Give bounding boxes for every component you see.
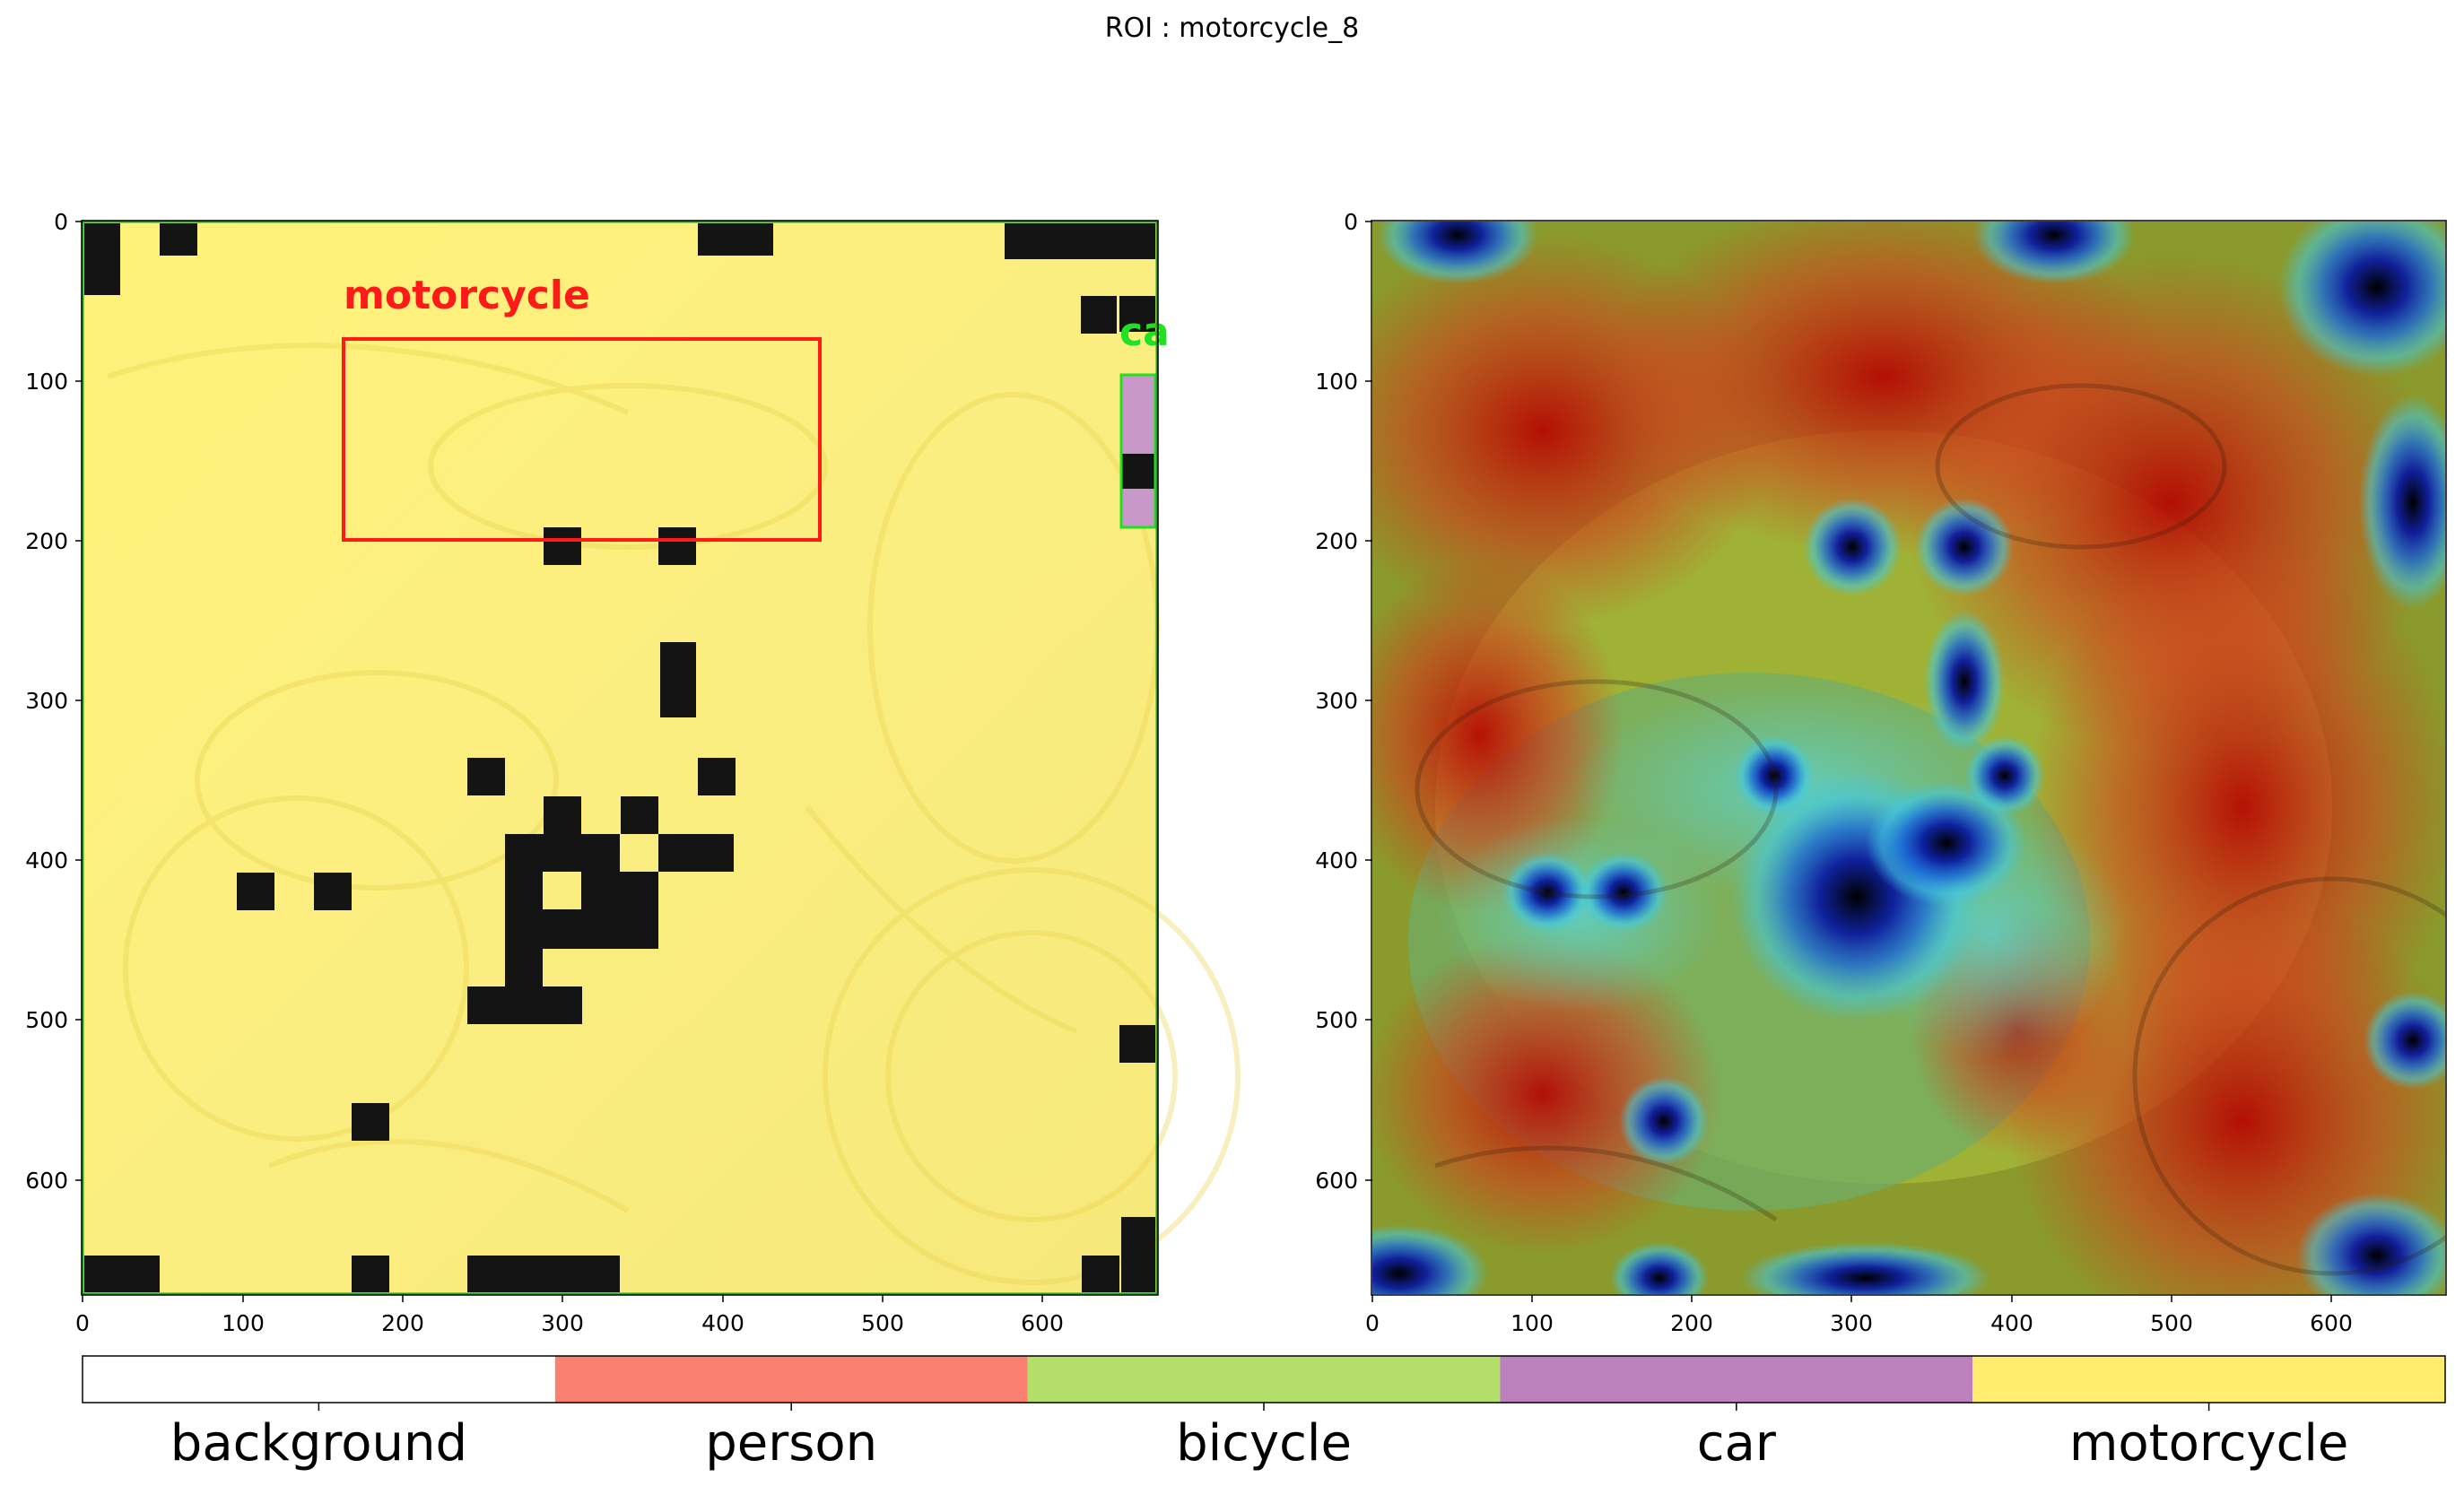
y-tick-label: 200 [1315,528,1358,554]
x-tick-label: 200 [1670,1310,1713,1336]
x-tick-label: 600 [2310,1310,2353,1336]
car-label: ca [1119,309,1170,355]
x-tick-label: 400 [701,1310,744,1336]
x-tick-label: 500 [861,1310,904,1336]
heatmap-panel [1371,220,2447,1296]
right-axes-spine [1371,220,2447,1296]
x-tick-label: 0 [1365,1310,1380,1336]
car-region [1121,489,1155,526]
left-axes-spine [81,220,1159,1296]
colorbar-label: bicycle [1176,1414,1352,1473]
colorbar-segment [1500,1356,1973,1403]
x-tick-label: 300 [541,1310,584,1336]
colorbar-segment [1027,1356,1501,1403]
y-tick-label: 600 [1315,1168,1358,1194]
x-tick-label: 400 [1990,1310,2033,1336]
y-tick-label: 300 [1315,688,1358,714]
left-image-frame [81,220,1159,1296]
y-tick-label: 0 [1344,209,1358,235]
attention-heatmap [1372,222,2445,1294]
colorbar-label: car [1697,1414,1777,1473]
colorbar-segment [1972,1356,2445,1403]
unsegmented-patches [84,223,1157,1292]
colorbar-label: background [170,1414,467,1473]
left-y-axis: 0 100 200 300 400 500 600 [25,209,83,1194]
segmentation-panel: motorcycle ca [81,220,1241,1296]
colorbar-label: person [705,1414,877,1473]
y-tick-label: 400 [25,847,68,873]
colorbar-segment [554,1356,1028,1403]
y-tick-label: 100 [25,369,68,395]
y-tick-label: 600 [25,1168,68,1194]
y-tick-label: 0 [54,209,68,235]
x-tick-label: 200 [381,1310,424,1336]
car-region [1121,375,1155,454]
colorbar-label: motorcycle [2069,1414,2349,1473]
y-tick-label: 100 [1315,369,1358,395]
y-tick-label: 300 [25,688,68,714]
roi-box [342,337,822,542]
y-tick-label: 400 [1315,847,1358,873]
y-tick-label: 500 [1315,1007,1358,1033]
x-tick-label: 300 [1830,1310,1873,1336]
x-tick-label: 100 [1511,1310,1554,1336]
left-x-axis: 0 100 200 300 400 500 600 [75,1295,1064,1336]
right-y-axis: 0 100 200 300 400 500 600 [1315,209,1372,1194]
roi-label: motorcycle [344,273,590,318]
x-tick-label: 100 [222,1310,265,1336]
colorbar-frame [82,1355,2446,1403]
figure-title: ROI : motorcycle_8 [1104,13,1360,44]
right-x-axis: 0 100 200 300 400 500 600 [1365,1295,2353,1336]
colorbar-segment [83,1356,555,1403]
y-tick-label: 200 [25,528,68,554]
segmentation-image [83,222,1157,1294]
car-box [1119,373,1157,529]
x-tick-label: 600 [1021,1310,1064,1336]
x-tick-label: 0 [75,1310,90,1336]
x-tick-label: 500 [2150,1310,2193,1336]
y-tick-label: 500 [25,1007,68,1033]
class-colorbar: background person bicycle car motorcycle [82,1355,2446,1473]
